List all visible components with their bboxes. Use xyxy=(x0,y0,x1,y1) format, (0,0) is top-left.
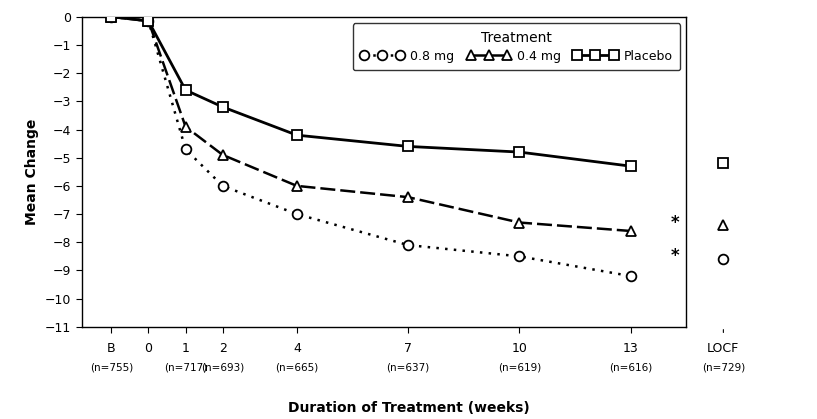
Text: 4: 4 xyxy=(292,342,301,355)
Text: 13: 13 xyxy=(623,342,639,355)
Text: *: * xyxy=(671,214,680,232)
Text: (n=616): (n=616) xyxy=(609,362,652,372)
Text: (n=755): (n=755) xyxy=(90,362,133,372)
Text: 0: 0 xyxy=(145,342,153,355)
Text: 10: 10 xyxy=(511,342,527,355)
Y-axis label: Mean Change: Mean Change xyxy=(25,119,39,225)
Text: (n=717): (n=717) xyxy=(164,362,208,372)
Legend: 0.8 mg, 0.4 mg, Placebo: 0.8 mg, 0.4 mg, Placebo xyxy=(353,23,680,70)
Text: B: B xyxy=(107,342,116,355)
Text: (n=693): (n=693) xyxy=(201,362,244,372)
Text: Duration of Treatment (weeks): Duration of Treatment (weeks) xyxy=(288,401,529,415)
Text: 7: 7 xyxy=(404,342,412,355)
Text: (n=665): (n=665) xyxy=(275,362,319,372)
Text: (n=637): (n=637) xyxy=(386,362,430,372)
Text: 1: 1 xyxy=(181,342,190,355)
Text: (n=729): (n=729) xyxy=(702,362,745,372)
Text: (n=619): (n=619) xyxy=(498,362,541,372)
Text: *: * xyxy=(671,247,680,265)
Text: 2: 2 xyxy=(219,342,226,355)
Text: LOCF: LOCF xyxy=(708,342,739,355)
